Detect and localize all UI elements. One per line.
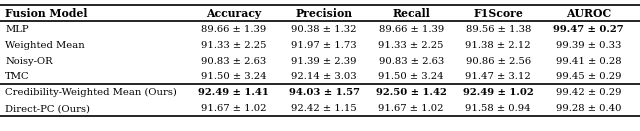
Text: MLP: MLP [5,25,29,34]
Text: 99.39 ± 0.33: 99.39 ± 0.33 [556,41,621,50]
Text: TMC: TMC [5,72,29,81]
Text: 89.66 ± 1.39: 89.66 ± 1.39 [202,25,266,34]
Text: 91.67 ± 1.02: 91.67 ± 1.02 [201,104,267,113]
Text: AUROC: AUROC [566,8,611,19]
Text: 92.49 ± 1.02: 92.49 ± 1.02 [463,88,534,97]
Text: F1Score: F1Score [474,8,523,19]
Text: 99.41 ± 0.28: 99.41 ± 0.28 [556,57,621,66]
Text: 91.38 ± 2.12: 91.38 ± 2.12 [465,41,531,50]
Text: 99.45 ± 0.29: 99.45 ± 0.29 [556,72,621,81]
Text: Accuracy: Accuracy [206,8,262,19]
Text: 89.56 ± 1.38: 89.56 ± 1.38 [465,25,531,34]
Text: 90.83 ± 2.63: 90.83 ± 2.63 [202,57,266,66]
Text: 91.39 ± 2.39: 91.39 ± 2.39 [291,57,357,66]
Text: 91.50 ± 3.24: 91.50 ± 3.24 [378,72,444,81]
Text: Weighted Mean: Weighted Mean [5,41,85,50]
Text: Precision: Precision [296,8,353,19]
Text: 91.97 ± 1.73: 91.97 ± 1.73 [291,41,357,50]
Text: 91.33 ± 2.25: 91.33 ± 2.25 [378,41,444,50]
Text: 91.33 ± 2.25: 91.33 ± 2.25 [201,41,267,50]
Text: Fusion Model: Fusion Model [5,8,88,19]
Text: 92.50 ± 1.42: 92.50 ± 1.42 [376,88,447,97]
Text: 92.49 ± 1.41: 92.49 ± 1.41 [198,88,269,97]
Text: 91.58 ± 0.94: 91.58 ± 0.94 [465,104,531,113]
Text: 90.38 ± 1.32: 90.38 ± 1.32 [291,25,357,34]
Text: Credibility-Weighted Mean (Ours): Credibility-Weighted Mean (Ours) [5,88,177,97]
Text: 94.03 ± 1.57: 94.03 ± 1.57 [289,88,360,97]
Text: 99.47 ± 0.27: 99.47 ± 0.27 [553,25,624,34]
Text: 91.50 ± 3.24: 91.50 ± 3.24 [201,72,267,81]
Text: 99.28 ± 0.40: 99.28 ± 0.40 [556,104,621,113]
Text: 91.47 ± 3.12: 91.47 ± 3.12 [465,72,531,81]
Text: 90.83 ± 2.63: 90.83 ± 2.63 [379,57,444,66]
Text: Recall: Recall [392,8,430,19]
Text: 99.42 ± 0.29: 99.42 ± 0.29 [556,88,621,97]
Text: 91.67 ± 1.02: 91.67 ± 1.02 [378,104,444,113]
Text: 92.42 ± 1.15: 92.42 ± 1.15 [291,104,357,113]
Text: 89.66 ± 1.39: 89.66 ± 1.39 [379,25,444,34]
Text: Direct-PC (Ours): Direct-PC (Ours) [5,104,90,113]
Text: 90.86 ± 2.56: 90.86 ± 2.56 [466,57,531,66]
Text: Noisy-OR: Noisy-OR [5,57,52,66]
Text: 92.14 ± 3.03: 92.14 ± 3.03 [291,72,357,81]
